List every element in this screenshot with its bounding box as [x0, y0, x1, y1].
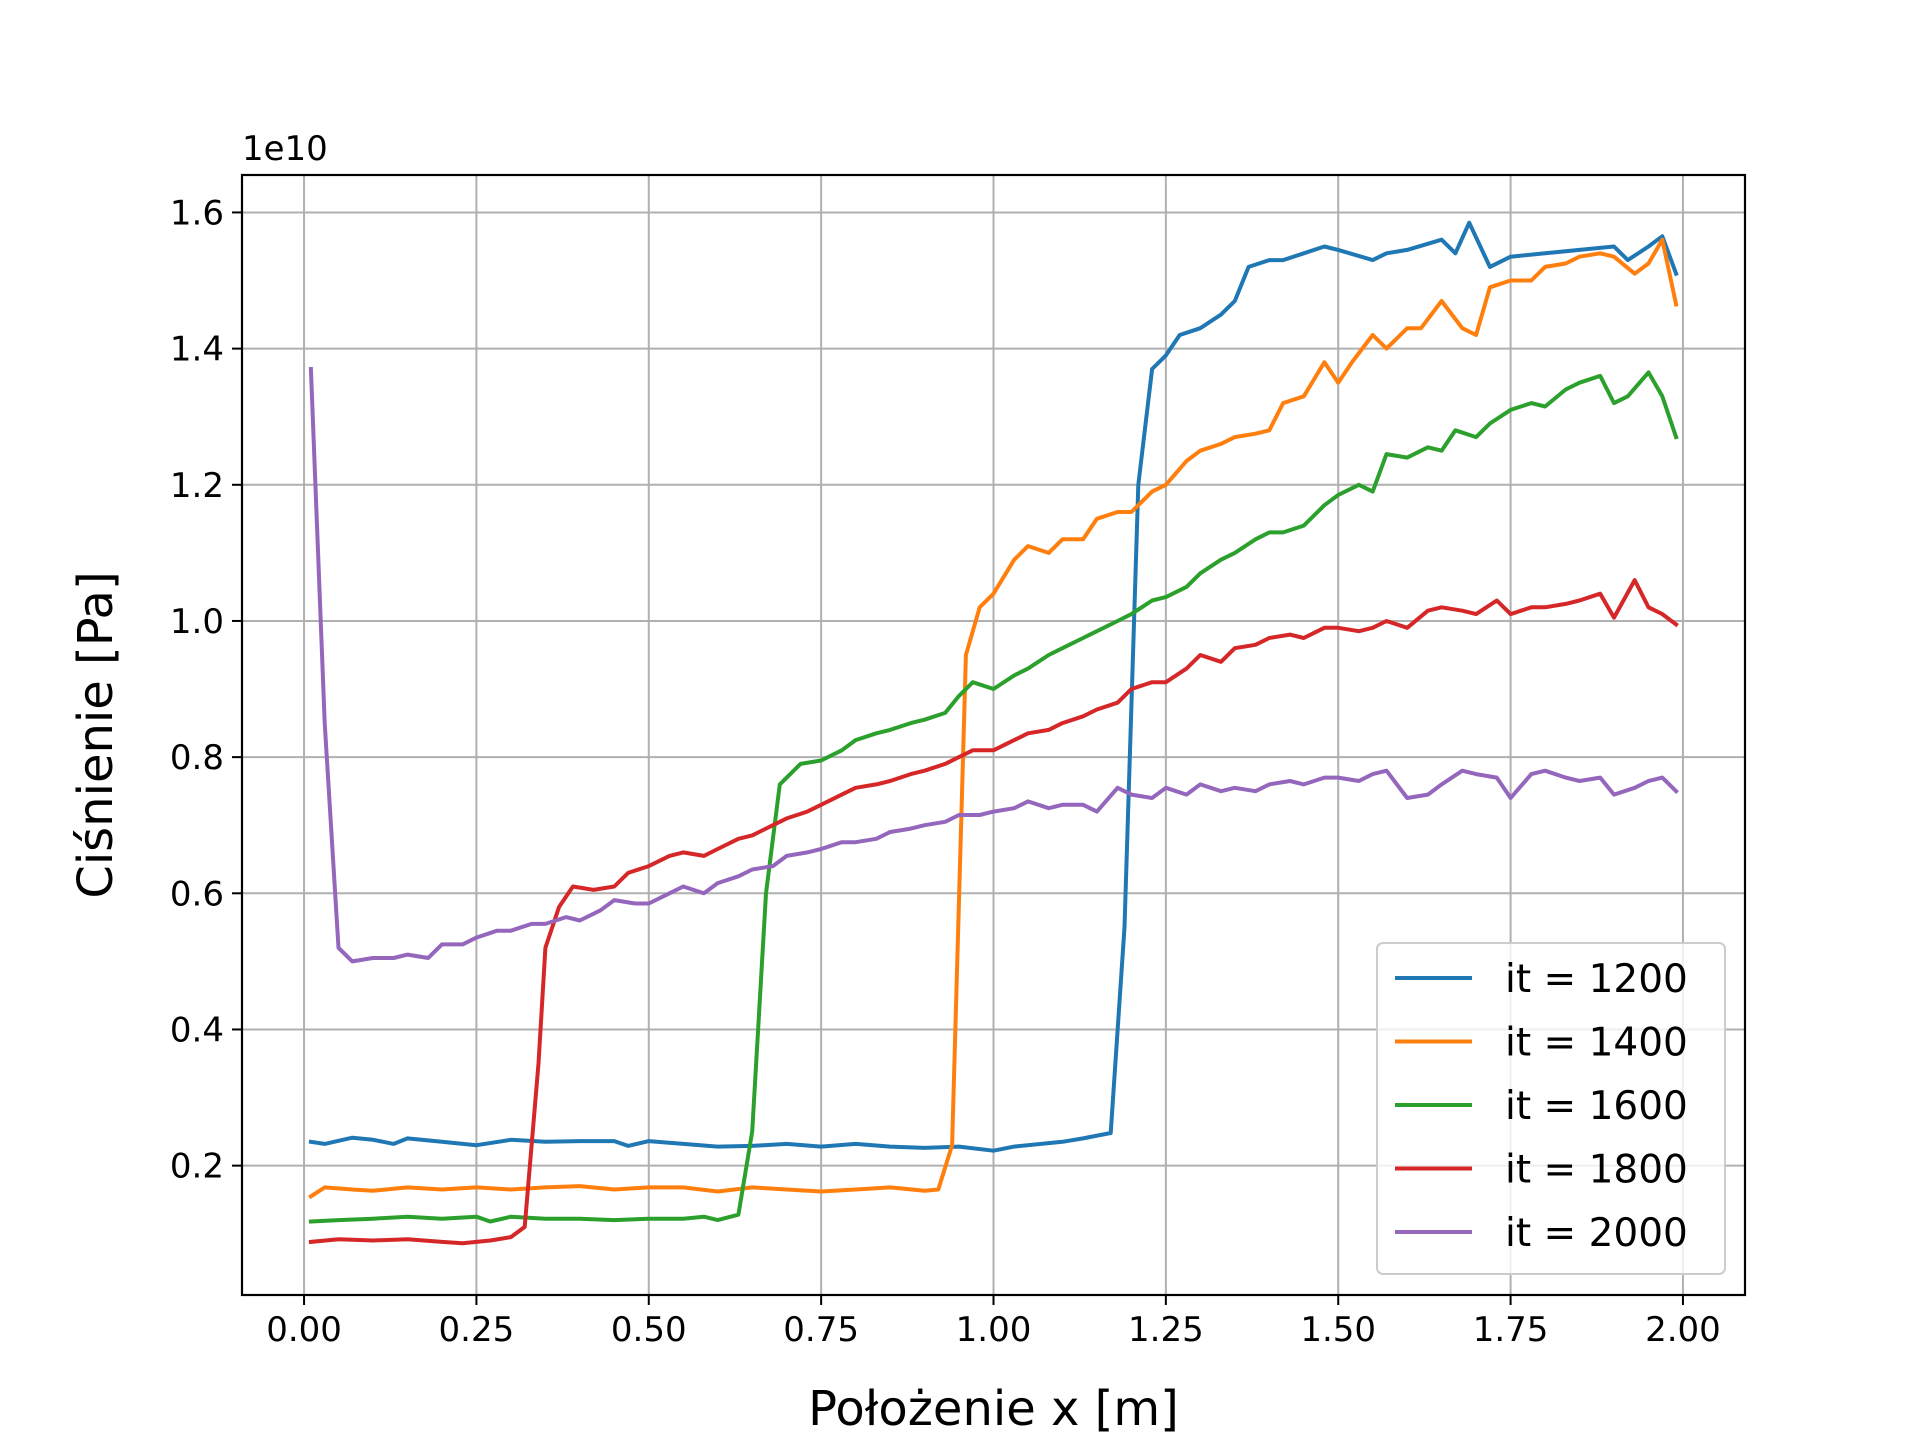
x-tick-label: 0.50: [611, 1310, 687, 1350]
legend-label: it = 1200: [1505, 957, 1688, 1002]
y-axis-label: Ciśnienie [Pa]: [68, 571, 124, 898]
y-tick-label: 0.6: [170, 874, 224, 914]
legend-entries: it = 1200 it = 1400 it = 1600 it = 1800 it =…: [1395, 957, 1688, 1256]
y-tick-label: 1.0: [170, 602, 224, 642]
series-line-1: [308, 220, 1679, 1153]
series-line-4: [308, 578, 1679, 1246]
series-line-3: [308, 370, 1679, 1224]
legend: it = 1200 it = 1400 it = 1600 it = 1800 it =…: [1376, 942, 1726, 1275]
x-axis-ticks: 0.00 0.25 0.50 0.75 1.00 1.25 1.50 1.75 2.00: [266, 1295, 1721, 1350]
series-line-2: [308, 237, 1679, 1200]
x-tick-label: 0.75: [783, 1310, 859, 1350]
x-tick-label: 1.25: [1128, 1310, 1204, 1350]
y-tick-label: 0.2: [170, 1147, 224, 1187]
x-tick-label: 0.25: [439, 1310, 515, 1350]
series-line-5: [308, 366, 1679, 964]
legend-label: it = 2000: [1505, 1211, 1688, 1256]
x-tick-label: 0.00: [266, 1310, 342, 1350]
legend-label: it = 1800: [1505, 1148, 1688, 1193]
legend-label: it = 1600: [1505, 1084, 1688, 1129]
x-tick-label: 2.00: [1645, 1310, 1721, 1350]
x-tick-label: 1.00: [956, 1310, 1032, 1350]
legend-label: it = 1400: [1505, 1021, 1688, 1066]
y-tick-label: 1.6: [170, 193, 224, 233]
x-tick-label: 1.50: [1300, 1310, 1376, 1350]
y-tick-label: 0.8: [170, 738, 224, 778]
series-lines: [308, 220, 1679, 1246]
y-axis-ticks: 0.2 0.4 0.6 0.8 1.0 1.2 1.4 1.6: [170, 193, 242, 1187]
y-tick-label: 1.4: [170, 330, 224, 370]
x-tick-label: 1.75: [1473, 1310, 1549, 1350]
y-tick-label: 0.4: [170, 1010, 224, 1050]
y-axis-offset-label: 1e10: [242, 129, 328, 169]
y-tick-label: 1.2: [170, 466, 224, 506]
legend-frame: [1376, 942, 1726, 1275]
x-axis-label: Położenie x [m]: [808, 1381, 1179, 1437]
